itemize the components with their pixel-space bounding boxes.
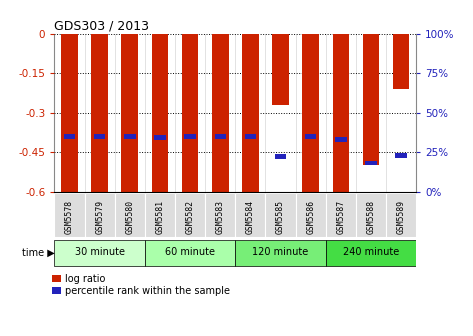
- Bar: [365, 161, 377, 165]
- Bar: [54, 240, 145, 266]
- Bar: [333, 34, 349, 192]
- Bar: [275, 155, 286, 159]
- Bar: [64, 134, 75, 139]
- Text: GSM5584: GSM5584: [246, 200, 255, 234]
- Text: GSM5579: GSM5579: [95, 200, 104, 234]
- Legend: log ratio, percentile rank within the sample: log ratio, percentile rank within the sa…: [52, 274, 230, 296]
- Text: GSM5588: GSM5588: [367, 200, 376, 234]
- Bar: [393, 34, 410, 89]
- Bar: [245, 134, 256, 139]
- Bar: [61, 34, 78, 192]
- Bar: [114, 193, 145, 237]
- Bar: [395, 153, 407, 158]
- Bar: [265, 193, 296, 237]
- Bar: [85, 193, 114, 237]
- Bar: [272, 34, 289, 105]
- Text: GSM5580: GSM5580: [125, 200, 134, 234]
- Bar: [326, 240, 416, 266]
- Bar: [94, 134, 105, 139]
- Text: 120 minute: 120 minute: [253, 247, 309, 257]
- Bar: [184, 134, 196, 139]
- Text: GDS303 / 2013: GDS303 / 2013: [54, 19, 149, 33]
- Text: GSM5578: GSM5578: [65, 200, 74, 234]
- Bar: [356, 193, 386, 237]
- Bar: [302, 34, 319, 192]
- Bar: [152, 34, 168, 192]
- Text: GSM5586: GSM5586: [306, 200, 315, 234]
- Bar: [122, 34, 138, 192]
- Bar: [326, 193, 356, 237]
- Bar: [145, 240, 235, 266]
- Bar: [145, 193, 175, 237]
- Bar: [235, 193, 265, 237]
- Text: GSM5582: GSM5582: [185, 200, 194, 234]
- Text: 30 minute: 30 minute: [75, 247, 124, 257]
- Text: GSM5585: GSM5585: [276, 200, 285, 234]
- Bar: [124, 134, 135, 139]
- Text: GSM5583: GSM5583: [216, 200, 225, 234]
- Bar: [242, 34, 259, 192]
- Bar: [296, 193, 326, 237]
- Bar: [212, 34, 228, 192]
- Bar: [215, 134, 226, 139]
- Text: GSM5589: GSM5589: [397, 200, 406, 234]
- Bar: [335, 137, 347, 142]
- Bar: [182, 34, 198, 192]
- Text: 240 minute: 240 minute: [343, 247, 399, 257]
- Bar: [363, 34, 379, 165]
- Bar: [175, 193, 205, 237]
- Text: 60 minute: 60 minute: [165, 247, 215, 257]
- Bar: [205, 193, 235, 237]
- Bar: [54, 193, 85, 237]
- Bar: [305, 134, 316, 139]
- Bar: [386, 193, 416, 237]
- Text: time ▶: time ▶: [22, 247, 54, 257]
- Bar: [235, 240, 326, 266]
- Text: GSM5581: GSM5581: [156, 200, 165, 234]
- Bar: [154, 135, 166, 140]
- Text: GSM5587: GSM5587: [336, 200, 345, 234]
- Bar: [91, 34, 108, 192]
